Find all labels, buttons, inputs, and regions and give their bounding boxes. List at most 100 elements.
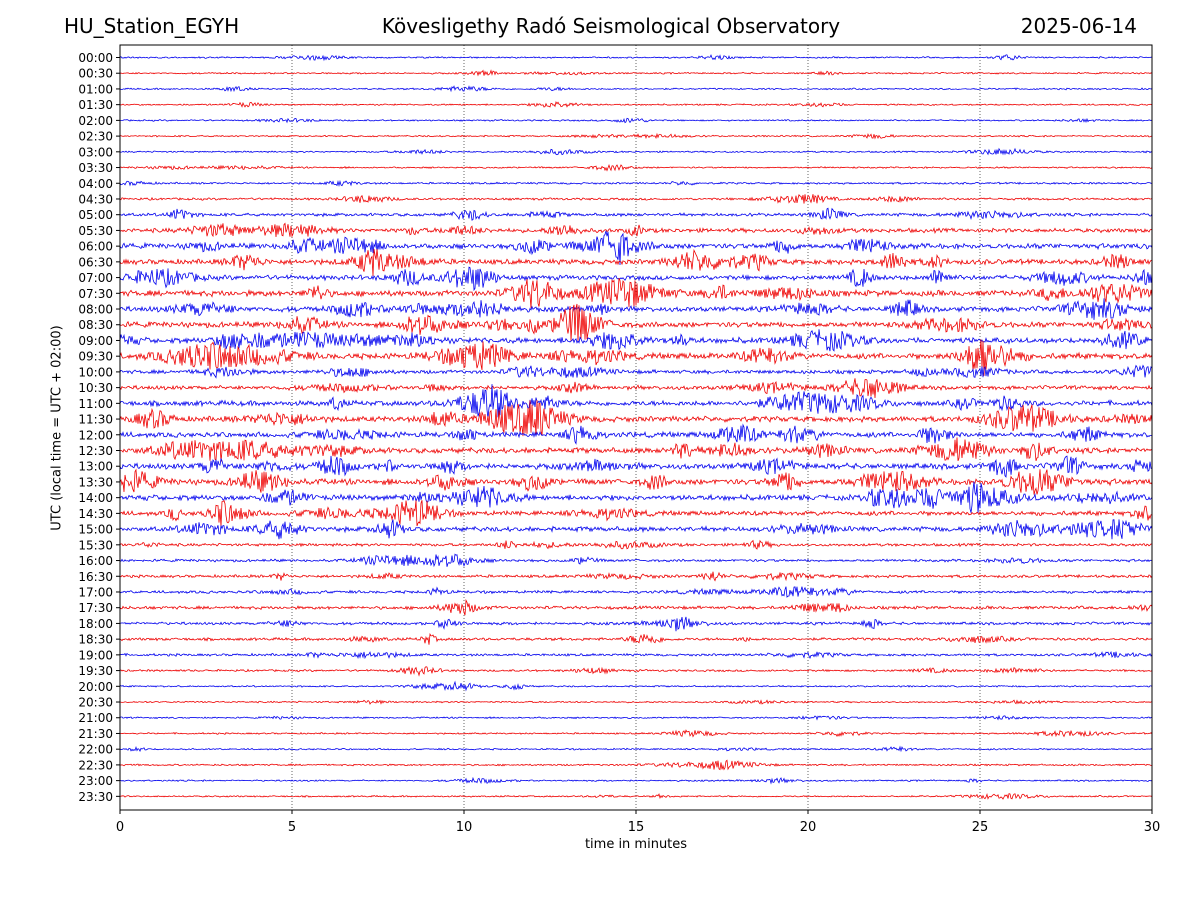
trace-1430 [119,499,1153,527]
y-tick-label: 14:30 [78,507,113,521]
y-tick-label: 01:30 [78,98,113,112]
x-tick-label: 0 [116,820,124,835]
trace-0330 [119,163,1153,172]
trace-1100 [119,384,1153,419]
trace-0700 [119,266,1153,292]
y-tick-label: 09:00 [78,334,113,348]
trace-2030 [119,699,1153,705]
plot-frame [119,44,1153,811]
x-tick-label: 15 [628,820,645,835]
y-tick-label: 15:30 [78,538,113,552]
y-tick-label: 06:30 [78,255,113,269]
y-tick-label: 06:00 [78,240,113,254]
trace-1930 [119,665,1153,677]
y-tick-label: 03:30 [78,161,113,175]
x-tick-label: 10 [456,820,473,835]
trace-1700 [119,586,1153,598]
y-tick-label: 12:30 [78,444,113,458]
y-tick-label: 10:00 [78,365,113,379]
trace-0600 [119,230,1153,265]
y-tick-label: 02:00 [78,114,113,128]
y-tick-label: 11:30 [78,413,113,427]
y-tick-label: 07:00 [78,271,113,285]
y-tick-label: 16:00 [78,554,113,568]
trace-2300 [119,776,1153,785]
trace-2000 [119,680,1153,692]
y-tick-label: 08:00 [78,303,113,317]
trace-1530 [119,539,1153,550]
y-tick-label: 19:00 [78,648,113,662]
y-tick-label: 23:30 [78,790,113,804]
trace-1630 [119,571,1153,582]
y-tick-label: 07:30 [78,287,113,301]
trace-1330 [119,468,1153,495]
y-tick-label: 18:30 [78,633,113,647]
trace-2200 [119,745,1153,753]
y-tick-label: 00:00 [78,51,113,65]
trace-0100 [119,85,1153,93]
trace-0830 [119,303,1153,342]
y-tick-label: 21:30 [78,727,113,741]
trace-0900 [119,329,1153,352]
trace-2230 [119,759,1153,771]
trace-0230 [119,132,1153,140]
y-tick-label: 14:00 [78,491,113,505]
y-tick-label: 05:30 [78,224,113,238]
y-tick-label: 20:30 [78,696,113,710]
y-tick-label: 02:30 [78,130,113,144]
trace-1230 [119,437,1153,462]
y-tick-label: 16:30 [78,570,113,584]
y-tick-label: 23:00 [78,774,113,788]
seismic-traces [119,54,1153,800]
y-tick-label: 20:00 [78,680,113,694]
trace-1200 [119,423,1153,445]
x-tick-label: 30 [1144,820,1161,835]
trace-1830 [119,633,1153,645]
y-axis-label: UTC (local time = UTC + 02:00) [49,325,65,531]
trace-0800 [119,298,1153,320]
trace-0930 [119,339,1153,376]
y-tick-label: 11:00 [78,397,113,411]
y-tick-label: 08:30 [78,318,113,332]
y-tick-label: 00:30 [78,67,113,81]
y-tick-label: 18:00 [78,617,113,631]
x-tick-label: 5 [288,820,296,835]
y-tick-label: 09:30 [78,350,113,364]
trace-1300 [119,455,1153,478]
trace-0200 [119,117,1153,124]
trace-1030 [119,378,1153,398]
date-title: 2025-06-14 [1020,14,1137,38]
trace-0500 [119,207,1153,221]
observatory-title: Kövesligethy Radó Seismological Observat… [381,14,841,38]
trace-0730 [119,277,1153,309]
y-tick-label: 17:30 [78,601,113,615]
y-tick-label: 05:00 [78,208,113,222]
trace-0130 [119,101,1153,108]
y-tick-label: 13:30 [78,475,113,489]
grid-lines [291,45,981,810]
trace-0000 [119,54,1153,62]
y-tick-label: 04:30 [78,192,113,206]
trace-0400 [119,179,1153,187]
trace-1900 [119,650,1153,660]
x-axis-label: time in minutes [584,837,688,852]
trace-1730 [119,598,1153,616]
y-tick-label: 04:00 [78,177,113,191]
y-tick-label: 01:00 [78,82,113,96]
y-tick-label: 22:00 [78,743,113,757]
trace-0430 [119,194,1153,204]
y-tick-label: 15:00 [78,523,113,537]
trace-0630 [119,248,1153,276]
station-title: HU_Station_EGYH [64,14,240,38]
y-tick-label: 22:30 [78,758,113,772]
trace-1600 [119,553,1153,568]
trace-0300 [119,147,1153,156]
trace-1000 [119,364,1153,379]
y-tick-label: 21:00 [78,711,113,725]
trace-1130 [119,400,1153,437]
y-tick-label: 12:00 [78,428,113,442]
x-tick-label: 25 [972,820,989,835]
y-tick-label: 03:00 [78,145,113,159]
trace-1800 [119,616,1153,632]
